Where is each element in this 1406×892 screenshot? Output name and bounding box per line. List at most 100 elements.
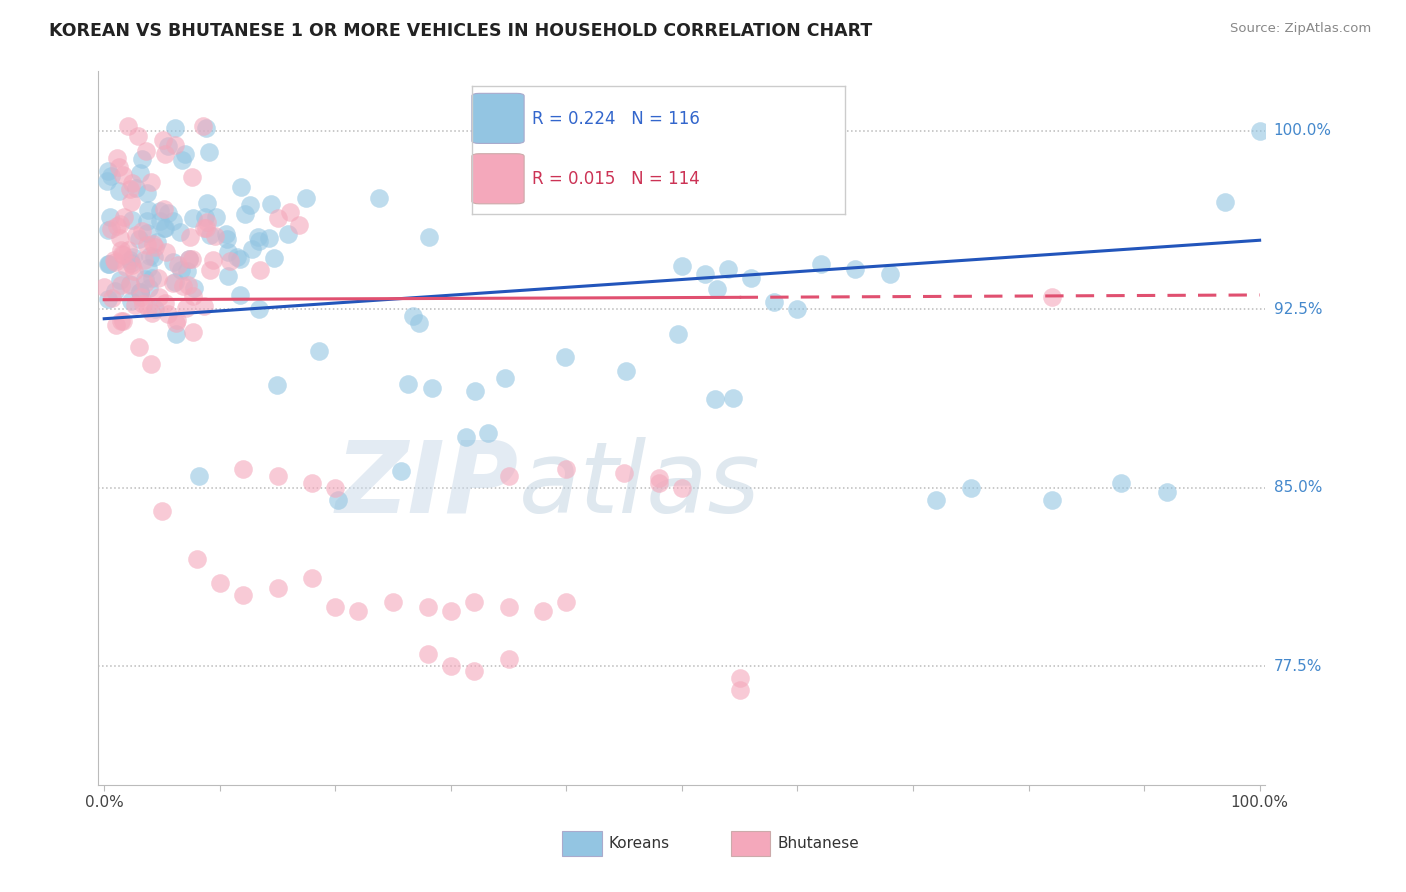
Point [141,271,163,285]
Point [301,571,323,585]
Point [191,119,214,133]
Point [666,326,689,341]
Point [464,384,486,398]
Point [440,604,463,618]
Point [128,285,150,300]
Point [163,275,186,289]
Text: 85.0%: 85.0% [1274,480,1322,495]
Point [368,190,391,204]
Point [165,316,187,330]
Point [181,211,204,225]
Point [121,258,143,272]
Point [105,151,128,165]
Point [228,288,250,302]
Point [117,244,139,258]
Point [205,210,228,224]
Text: 100.0%: 100.0% [1274,123,1331,138]
Point [122,264,145,278]
Text: ZIP: ZIP [336,437,519,533]
Point [215,227,238,241]
Point [763,295,786,310]
Point [263,252,285,266]
Point [229,179,252,194]
Point [239,198,262,212]
Point [195,215,218,229]
Point [148,271,170,285]
Point [108,184,131,198]
Point [134,276,156,290]
Point [174,147,197,161]
Point [233,207,256,221]
Point [1213,195,1236,210]
Point [179,230,201,244]
Point [183,281,205,295]
Point [232,588,254,602]
Point [181,169,204,184]
Point [156,307,179,321]
Text: Source: ZipAtlas.com: Source: ZipAtlas.com [1230,22,1371,36]
Point [135,144,157,158]
Point [181,288,204,302]
Point [143,302,166,317]
Point [328,492,350,507]
Point [195,196,218,211]
Point [153,147,176,161]
Point [110,217,132,231]
Point [120,182,142,196]
Point [142,250,165,264]
Point [131,152,153,166]
Point [1109,475,1132,490]
Point [613,467,636,481]
Point [477,426,499,441]
Point [128,340,150,354]
Point [138,260,160,275]
Point [124,298,146,312]
Point [177,252,200,266]
Point [198,145,221,159]
Point [169,262,191,277]
Point [186,552,208,566]
Point [105,318,128,332]
Text: 92.5%: 92.5% [1274,301,1322,317]
Point [97,164,120,178]
Point [162,255,184,269]
Text: 77.5%: 77.5% [1274,658,1322,673]
Point [614,364,637,378]
Point [165,326,187,341]
Point [308,344,330,359]
Point [1156,485,1178,500]
Point [200,227,222,242]
Point [266,468,288,483]
Point [215,232,238,246]
Point [740,271,762,285]
Point [266,377,288,392]
Point [141,306,163,320]
Point [554,350,576,364]
Point [498,652,520,666]
Point [136,214,159,228]
Point [156,139,179,153]
Point [323,599,346,614]
Point [193,299,215,313]
Point [844,261,866,276]
Point [278,204,301,219]
Point [247,234,270,248]
Point [249,263,271,277]
Point [152,133,174,147]
Point [166,313,188,327]
Point [96,173,118,187]
Point [717,261,740,276]
Point [153,296,176,310]
Point [149,203,172,218]
Point [671,260,693,274]
Point [301,475,323,490]
Point [648,471,671,485]
Point [232,461,254,475]
Point [98,211,121,225]
Point [174,301,197,316]
Point [110,243,132,257]
Point [176,264,198,278]
Point [132,297,155,311]
Point [117,119,139,133]
Point [100,222,122,236]
